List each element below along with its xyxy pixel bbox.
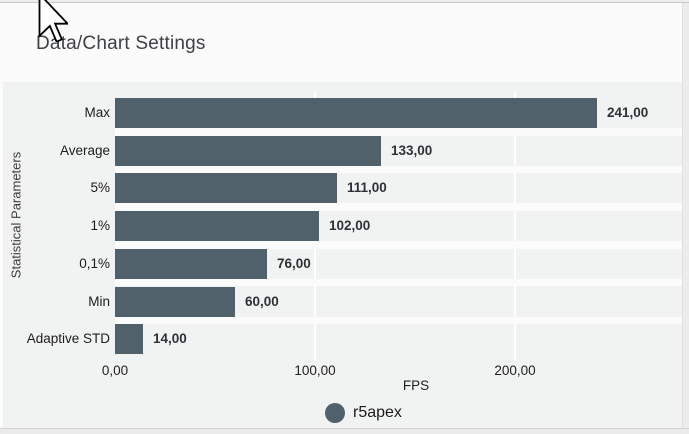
window-right-edge: [682, 3, 689, 434]
category-label: Adaptive STD: [26, 331, 110, 347]
legend-marker-icon: [325, 403, 345, 423]
bar-value-label: 76,00: [277, 255, 311, 271]
x-tick-label: 100,00: [294, 363, 336, 378]
plot-area[interactable]: 241,00 133,00 111,00 102,00 76,00 60,00 14,00: [115, 92, 682, 361]
bar-value-label: 60,00: [245, 293, 279, 309]
x-axis-title: FPS: [402, 378, 430, 393]
bar-value-label: 133,00: [391, 142, 433, 158]
window-top-edge: [0, 0, 689, 2]
bar-value-label: 102,00: [329, 218, 371, 234]
page-title: Data/Chart Settings: [36, 33, 206, 54]
bar-value-label: 241,00: [607, 105, 649, 120]
category-label: 5%: [90, 180, 110, 196]
row-gap: [115, 316, 682, 325]
category-label: 0,1%: [79, 255, 110, 271]
x-axis-ticks: 0,00 100,00 200,00: [102, 363, 682, 379]
bar-Max[interactable]: [115, 98, 597, 128]
category-label: Max: [84, 105, 110, 120]
row-gap: [115, 128, 682, 136]
chart-panel: Statistical Parameters Max Average 5% 1% 0,1…: [3, 82, 682, 428]
window-top-border: [0, 2, 689, 3]
legend-label: r5apex: [353, 404, 402, 421]
category-label: Min: [88, 293, 110, 309]
bar-Adaptive STD[interactable]: [115, 324, 143, 355]
bar-Average[interactable]: [115, 135, 381, 166]
chart-legend: r5apex: [325, 403, 402, 423]
row-gap: [115, 241, 682, 249]
bar-5%[interactable]: [115, 173, 337, 204]
row-gap: [115, 165, 682, 174]
x-tick-label: 200,00: [494, 363, 536, 378]
window-bottom-edge: [0, 428, 689, 434]
bar-value-label: 111,00: [347, 180, 387, 196]
x-tick-label: 0,00: [101, 363, 129, 378]
bar-value-label: 14,00: [153, 331, 187, 347]
bar-Min[interactable]: [115, 286, 235, 317]
row-gap: [115, 278, 682, 287]
bar-0,1%[interactable]: [115, 248, 267, 279]
category-label: 1%: [90, 218, 110, 234]
bar-1%[interactable]: [115, 211, 319, 242]
row-gap: [115, 203, 682, 212]
gridline: [514, 92, 516, 361]
category-axis: Max Average 5% 1% 0,1% Min Adaptive STD: [3, 98, 110, 356]
category-label: Average: [59, 142, 110, 158]
